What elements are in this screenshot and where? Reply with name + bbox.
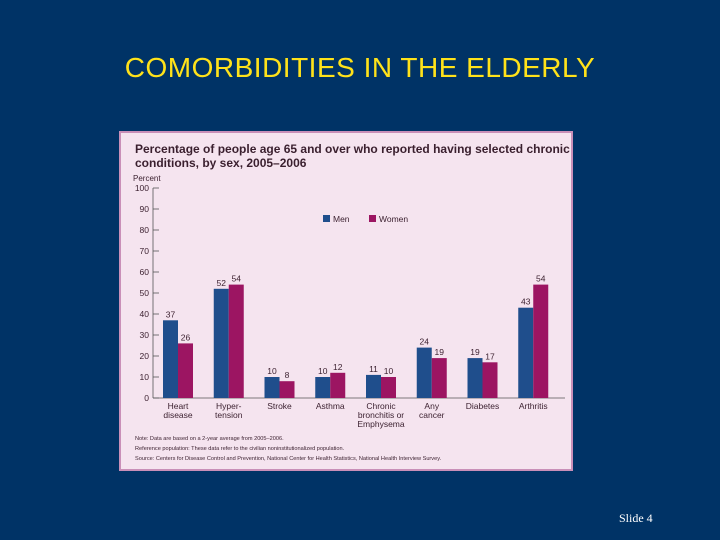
y-tick-label: 90 (140, 204, 150, 214)
bar-men (416, 347, 432, 398)
chart-title-line: conditions, by sex, 2005–2006 (135, 156, 307, 170)
x-category-label: Asthma (316, 401, 345, 411)
bar-women (279, 381, 295, 398)
y-tick-label: 50 (140, 288, 150, 298)
bar-value-label: 37 (166, 309, 176, 319)
chart-panel: Percentage of people age 65 and over who… (119, 131, 573, 471)
bar-value-label: 10 (267, 366, 277, 376)
x-category-label: cancer (419, 410, 445, 420)
bar-men (264, 377, 280, 398)
bar-women (330, 372, 346, 398)
y-tick-label: 20 (140, 351, 150, 361)
x-category-label: Stroke (267, 401, 292, 411)
chart-note: Reference population: These data refer t… (135, 446, 345, 452)
bar-value-label: 43 (521, 297, 531, 307)
bar-value-label: 24 (420, 337, 430, 347)
bar-men (163, 320, 178, 398)
bar-value-label: 8 (285, 370, 290, 380)
bar-value-label: 12 (333, 362, 343, 372)
bar-women (431, 358, 447, 398)
x-category-label: bronchitis or (358, 410, 404, 420)
bar-women (178, 343, 193, 398)
bar-women (482, 362, 498, 398)
x-category-label: Chronic (366, 401, 396, 411)
x-category-label: tension (215, 410, 243, 420)
bar-men (467, 358, 483, 398)
y-tick-label: 100 (135, 183, 149, 193)
bar-value-label: 19 (435, 347, 445, 357)
x-category-label: Any (424, 401, 439, 411)
bar-men (315, 377, 331, 398)
bar-value-label: 10 (384, 366, 394, 376)
slide-number: Slide 4 (619, 511, 653, 525)
bar-value-label: 52 (217, 278, 227, 288)
x-category-label: Hyper- (216, 401, 242, 411)
y-axis-label: Percent (133, 174, 161, 183)
y-tick-label: 40 (140, 309, 150, 319)
bar-value-label: 19 (470, 347, 480, 357)
legend-label-women: Women (379, 214, 408, 224)
y-tick-label: 60 (140, 267, 150, 277)
x-category-label: Emphysema (357, 419, 405, 429)
bar-value-label: 54 (536, 274, 546, 284)
bar-women (228, 284, 244, 398)
legend-swatch-men (323, 215, 330, 222)
y-tick-label: 70 (140, 246, 150, 256)
bar-men (213, 288, 229, 398)
x-category-label: Heart (168, 401, 189, 411)
legend-swatch-women (369, 215, 376, 222)
x-category-label: Arthritis (519, 401, 548, 411)
bar-women (381, 377, 396, 398)
chart-note: Source: Centers for Disease Control and … (135, 456, 442, 462)
chart-title-line: Percentage of people age 65 and over who… (135, 142, 570, 156)
slide-title: COMORBIDITIES IN THE ELDERLY (124, 52, 596, 83)
bar-value-label: 26 (181, 332, 191, 342)
y-tick-label: 0 (144, 393, 149, 403)
x-category-label: Diabetes (466, 401, 500, 411)
bar-chart: Percentage of people age 65 and over who… (133, 142, 570, 462)
bar-value-label: 11 (369, 364, 378, 374)
chart-note: Note: Data are based on a 2-year average… (135, 436, 284, 442)
y-tick-label: 80 (140, 225, 150, 235)
bar-men (366, 374, 381, 398)
bar-men (518, 307, 534, 398)
y-tick-label: 30 (140, 330, 150, 340)
bar-value-label: 54 (232, 274, 242, 284)
bar-value-label: 10 (318, 366, 328, 376)
x-category-label: disease (163, 410, 193, 420)
legend-label-men: Men (333, 214, 350, 224)
bar-women (533, 284, 549, 398)
y-tick-label: 10 (140, 372, 150, 382)
bar-value-label: 17 (485, 351, 495, 361)
